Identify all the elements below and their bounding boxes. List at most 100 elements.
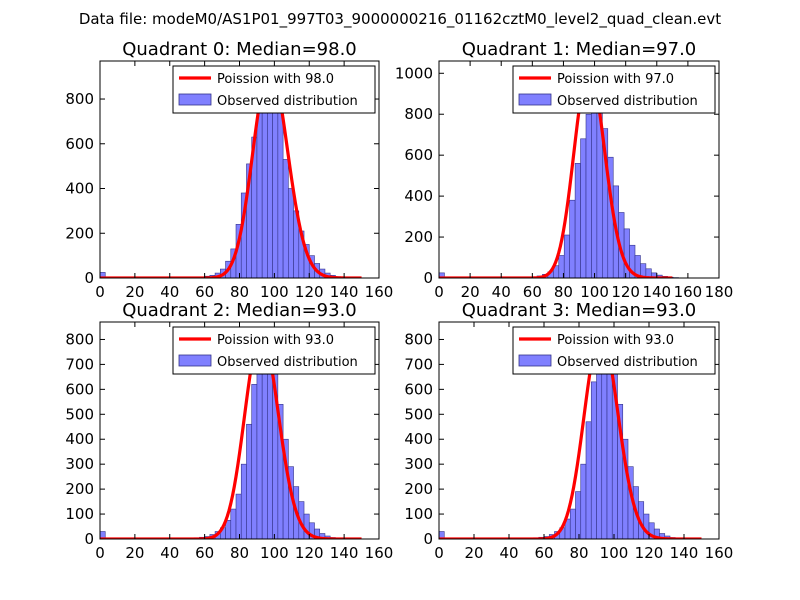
panel-quadrant-3: 0 20 40 60 80 100 120 140 160 0 100 200 300 400 500 600…: [404, 300, 733, 562]
x-tick-label: 0: [95, 544, 105, 562]
x-tick-label: 60: [195, 283, 214, 301]
y-tick-label: 800: [65, 330, 94, 348]
histogram-bar: [277, 107, 284, 278]
axes-frame: [438, 60, 720, 279]
histogram-bar: [439, 272, 445, 278]
histogram-bar: [246, 423, 253, 539]
y-tick-label: 500: [65, 405, 94, 423]
x-tick-label: 80: [230, 544, 249, 562]
histogram-bar: [288, 188, 294, 278]
y-tick-label: 100: [65, 505, 94, 523]
y-tick-label: 200: [65, 224, 94, 242]
panel-quadrant-0: 0 20 40 60 80 100 120 140 160 0 200 400 600 800 Quadra…: [65, 39, 393, 301]
histogram-bar: [282, 159, 289, 278]
y-tick-label: 400: [404, 430, 433, 448]
histogram-bar: [580, 463, 587, 539]
x-tick-label: 40: [160, 283, 179, 301]
plot-area: [100, 66, 362, 278]
poisson-curve: [100, 331, 362, 539]
poisson-curve: [439, 331, 702, 539]
x-tick-label: 160: [705, 544, 734, 562]
y-tick-label: 600: [65, 135, 94, 153]
poisson-curve: [439, 67, 673, 278]
y-tick-label: 600: [404, 380, 433, 398]
legend-line-label: Poission with 93.0: [557, 333, 674, 348]
legend-bar-swatch: [178, 354, 212, 367]
panel-quadrant-1: 0 20 40 60 80 100 120 140 160 180 0 200 400 600 800 100…: [395, 39, 734, 301]
y-tick-label: 500: [404, 405, 433, 423]
panel-title: Quadrant 2: Median=93.0: [122, 300, 357, 321]
histogram-bar: [240, 463, 247, 539]
x-tick-label: 160: [365, 283, 394, 301]
legend-line-label: Poission with 93.0: [217, 333, 334, 348]
x-tick-label: 120: [635, 544, 664, 562]
histogram-bar: [569, 508, 576, 539]
x-tick-label: 60: [523, 283, 542, 301]
x-tick-label: 120: [295, 283, 324, 301]
x-tick-label: 80: [554, 283, 573, 301]
legend: Poission with 97.0 Observed distribution: [512, 65, 716, 114]
histogram-bar: [251, 384, 258, 539]
histogram-bar: [575, 491, 582, 539]
x-tick-label: 40: [492, 283, 511, 301]
x-tick-label: 60: [534, 544, 553, 562]
histogram-bar: [574, 163, 581, 278]
y-tick-label: 0: [423, 269, 433, 287]
x-tick-label: 160: [674, 283, 703, 301]
x-tick-label: 20: [125, 544, 144, 562]
histogram-bar: [256, 112, 263, 278]
x-tick-label: 140: [330, 283, 359, 301]
histogram-bar: [580, 138, 587, 278]
y-tick-label: 800: [404, 105, 433, 123]
y-tick-label: 800: [65, 90, 94, 108]
x-tick-label: 100: [580, 283, 609, 301]
x-tick-label: 140: [670, 544, 699, 562]
x-tick-label: 100: [260, 544, 289, 562]
x-tick-label: 80: [569, 544, 588, 562]
histogram-bar: [585, 113, 592, 278]
x-tick-label: 180: [705, 283, 734, 301]
y-tick-label: 300: [65, 455, 94, 473]
y-tick-label: 400: [65, 180, 94, 198]
x-tick-label: 20: [461, 283, 480, 301]
y-tick-label: 200: [65, 480, 94, 498]
histogram-bar: [585, 421, 592, 539]
y-tick-label: 1000: [395, 64, 433, 82]
y-tick-label: 0: [84, 269, 94, 287]
histogram-bar: [256, 346, 263, 539]
y-tick-label: 200: [404, 228, 433, 246]
legend-bar-label: Observed distribution: [557, 355, 698, 370]
figure-suptitle: Data file: modeM0/AS1P01_997T03_90000002…: [79, 10, 721, 29]
x-tick-label: 0: [95, 283, 105, 301]
legend: Poission with 93.0 Observed distribution: [172, 326, 376, 375]
histogram-bar: [230, 508, 237, 539]
x-tick-label: 0: [434, 544, 444, 562]
histogram-bar: [261, 92, 268, 278]
y-tick-label: 700: [404, 355, 433, 373]
x-tick-label: 80: [230, 283, 249, 301]
x-tick-label: 100: [260, 283, 289, 301]
panel-title: Quadrant 0: Median=98.0: [122, 39, 357, 60]
legend-line-label: Poission with 98.0: [217, 72, 334, 87]
legend-bar-label: Observed distribution: [217, 355, 358, 370]
poisson-curve: [100, 66, 362, 278]
histogram-bar: [591, 93, 598, 278]
y-tick-label: 400: [65, 430, 94, 448]
x-tick-label: 60: [195, 544, 214, 562]
plot-area: [439, 67, 679, 278]
x-tick-label: 20: [464, 544, 483, 562]
x-tick-label: 100: [600, 544, 629, 562]
x-tick-label: 40: [499, 544, 518, 562]
legend-bar-label: Observed distribution: [217, 94, 358, 109]
histogram-bar: [590, 381, 597, 539]
legend-bar-swatch: [518, 354, 552, 367]
y-tick-label: 300: [404, 455, 433, 473]
x-tick-label: 160: [365, 544, 394, 562]
x-tick-label: 40: [160, 544, 179, 562]
histogram-bar: [569, 199, 576, 278]
panel-title: Quadrant 3: Median=93.0: [462, 300, 697, 321]
x-tick-label: 140: [330, 544, 359, 562]
histogram-bar: [563, 234, 570, 278]
x-tick-label: 120: [611, 283, 640, 301]
